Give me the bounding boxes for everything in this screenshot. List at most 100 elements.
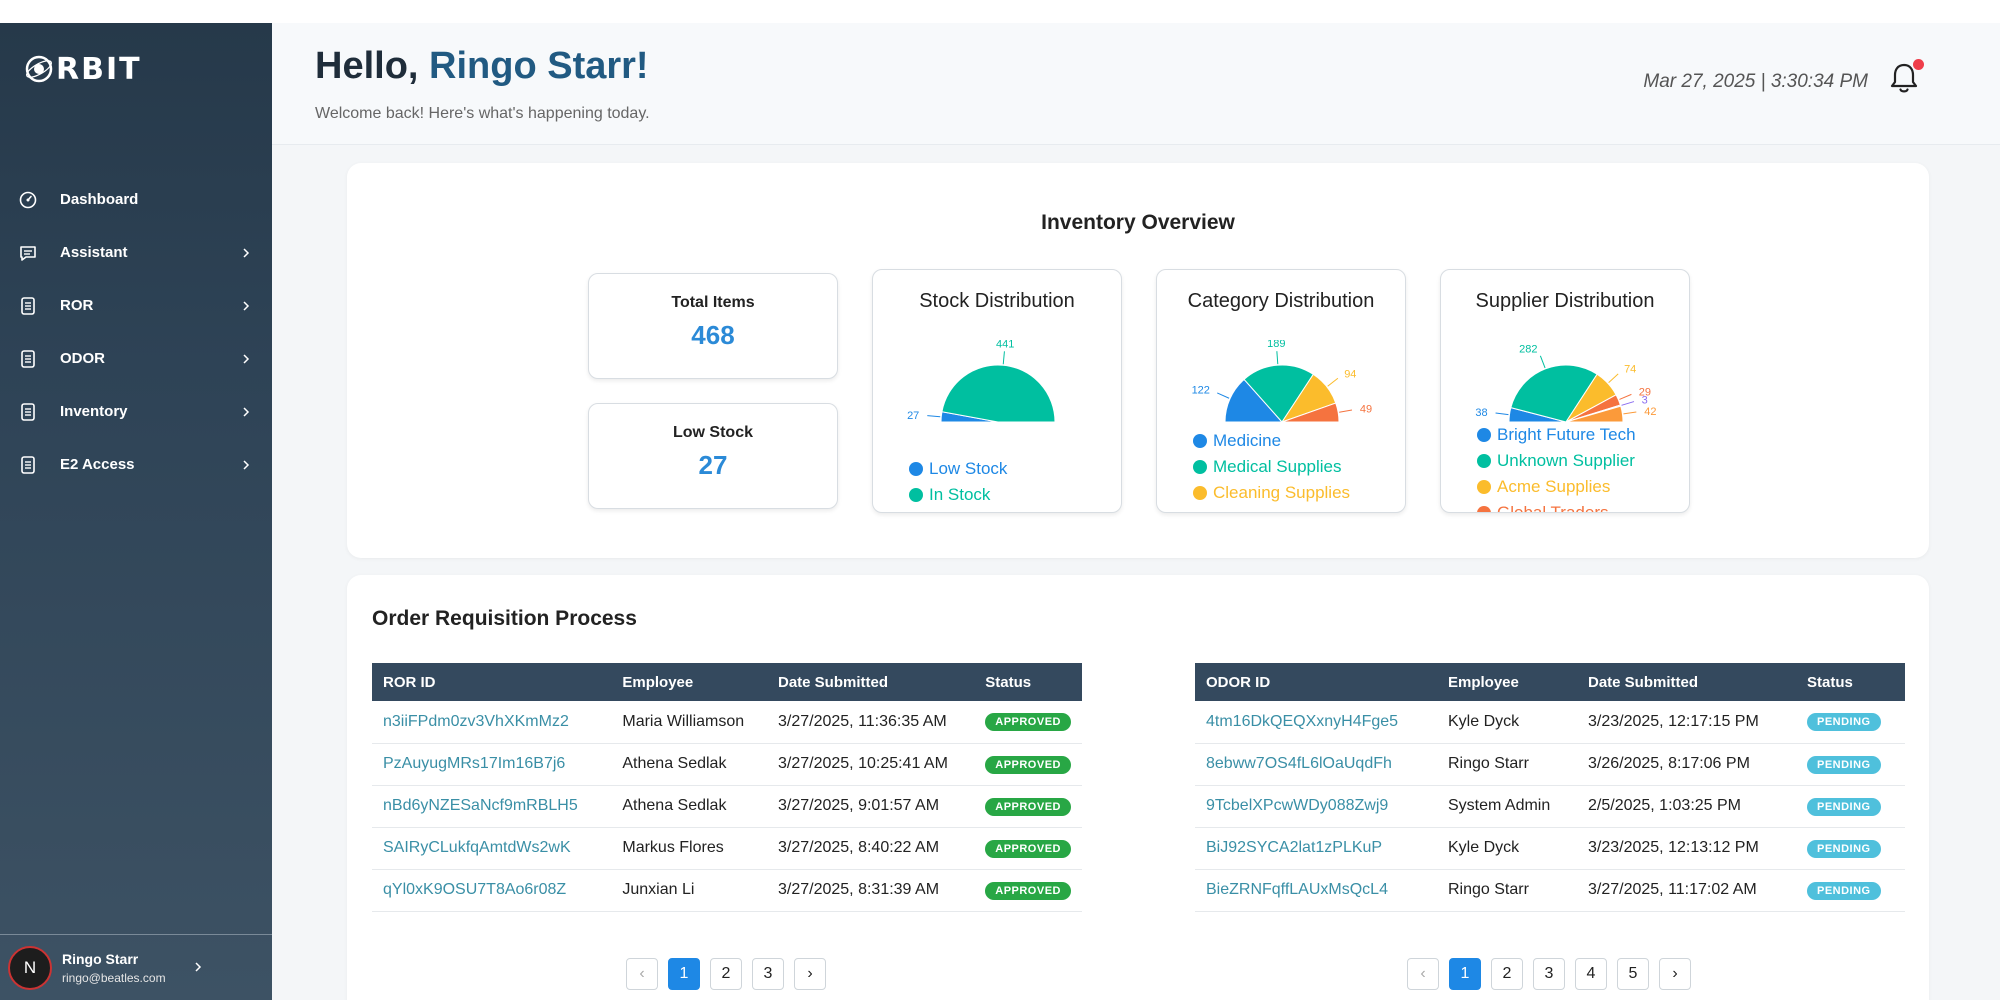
- table-row[interactable]: BiJ92SYCA2lat1zPLKuP Kyle Dyck 3/23/2025, …: [1195, 827, 1905, 870]
- pie-slice[interactable]: [1565, 405, 1624, 423]
- odor-id-link[interactable]: 4tm16DkQEQXxnyH4Fge5: [1195, 701, 1437, 744]
- column-header[interactable]: Date Submitted: [1577, 663, 1796, 701]
- pie-slice[interactable]: [1510, 364, 1598, 423]
- pie-data-label: 441: [996, 340, 1014, 350]
- ror-id-link[interactable]: qYl0xK9OSU7T8Ao6r08Z: [372, 869, 612, 912]
- sidebar-nav: Dashboard Assistant ROR ODOR: [0, 173, 272, 491]
- low-stock-value: 27: [698, 450, 728, 480]
- column-header[interactable]: Employee: [1437, 663, 1577, 701]
- table-row[interactable]: nBd6yNZESaNcf9mRBLH5 Athena Sedlak 3/27/20…: [372, 785, 1082, 828]
- orp-title: Order Requisition Process: [372, 607, 637, 630]
- ror-id-link[interactable]: SAIRyCLukfqAmtdWs2wK: [372, 827, 612, 870]
- odor-id-link[interactable]: BieZRNFqffLAUxMsQcL4: [1195, 869, 1437, 912]
- table-row[interactable]: 4tm16DkQEQXxnyH4Fge5 Kyle Dyck 3/23/2025, …: [1195, 701, 1905, 744]
- sidebar-item-dashboard[interactable]: Dashboard: [0, 173, 272, 226]
- prev-page-button[interactable]: ‹: [626, 958, 658, 990]
- status-badge: APPROVED: [985, 797, 1071, 816]
- status-badge: APPROVED: [985, 755, 1071, 774]
- sidebar-item-inventory[interactable]: Inventory: [0, 385, 272, 438]
- legend-dot: [1193, 460, 1207, 474]
- legend-item[interactable]: In Stock: [909, 482, 1007, 508]
- employee-cell: Ringo Starr: [1437, 869, 1577, 912]
- legend-dot: [909, 488, 923, 502]
- legend-label: Acme Supplies: [1497, 477, 1611, 496]
- ror-id-link[interactable]: nBd6yNZESaNcf9mRBLH5: [372, 785, 612, 828]
- notifications-button[interactable]: [1888, 59, 1924, 97]
- page-button[interactable]: 1: [1449, 958, 1481, 990]
- legend-item[interactable]: Global Traders: [1477, 500, 1636, 512]
- employee-cell: Ringo Starr: [1437, 743, 1577, 786]
- document-icon: [18, 402, 38, 422]
- avatar: N: [8, 945, 52, 990]
- odor-id-link[interactable]: 9TcbelXPcwWDy088Zwj9: [1195, 785, 1437, 828]
- user-profile[interactable]: N Ringo Starr ringo@beatles.com: [0, 934, 272, 1000]
- table-row[interactable]: qYl0xK9OSU7T8Ao6r08Z Junxian Li 3/27/2025,…: [372, 869, 1082, 912]
- page-button[interactable]: 5: [1617, 958, 1649, 990]
- date-cell: 3/27/2025, 9:01:57 AM: [767, 785, 975, 828]
- page-subtitle: Welcome back! Here's what's happening to…: [315, 105, 650, 122]
- column-header[interactable]: Status: [974, 663, 1082, 701]
- employee-cell: Kyle Dyck: [1437, 701, 1577, 744]
- prev-page-button[interactable]: ‹: [1407, 958, 1439, 990]
- table-row[interactable]: 8ebww7OS4fL6lOaUqdFh Ringo Starr 3/26/2025…: [1195, 743, 1905, 786]
- document-icon: [18, 296, 38, 316]
- table-header-row: ROR ID Employee Date Submitted Status: [372, 663, 1082, 701]
- current-datetime: Mar 27, 2025 | 3:30:34 PM: [1643, 71, 1868, 92]
- category-distribution-chart: Category Distribution 122 189 94 49 Medicin…: [1156, 269, 1406, 513]
- ror-id-link[interactable]: n3iiFPdm0zv3VhXKmMz2: [372, 701, 612, 744]
- pie-slice[interactable]: [1281, 402, 1340, 423]
- table-row[interactable]: BieZRNFqffLAUxMsQcL4 Ringo Starr 3/27/2025…: [1195, 869, 1905, 912]
- status-cell: APPROVED: [974, 869, 1082, 912]
- legend-item[interactable]: Low Stock: [909, 456, 1007, 482]
- logo-text: RBIT: [56, 51, 142, 87]
- status-badge: PENDING: [1807, 713, 1881, 732]
- chart-title: Stock Distribution: [919, 290, 1075, 312]
- pie-data-label: 122: [1192, 385, 1210, 397]
- column-header[interactable]: Date Submitted: [767, 663, 975, 701]
- sidebar: RBIT Dashboard Assistant ROR: [0, 23, 272, 1000]
- status-cell: PENDING: [1796, 869, 1905, 912]
- date-cell: 3/26/2025, 8:17:06 PM: [1577, 743, 1796, 786]
- table-row[interactable]: 9TcbelXPcwWDy088Zwj9 System Admin 2/5/2025…: [1195, 785, 1905, 828]
- column-header[interactable]: Status: [1796, 663, 1905, 701]
- page-button[interactable]: 2: [1491, 958, 1523, 990]
- sidebar-item-e2-access[interactable]: E2 Access: [0, 438, 272, 491]
- page-button[interactable]: 3: [1533, 958, 1565, 990]
- chevron-right-icon[interactable]: [192, 961, 204, 973]
- greeting-user-name: Ringo Starr!: [429, 45, 649, 87]
- page-button[interactable]: 3: [752, 958, 784, 990]
- pie-slice[interactable]: [1243, 364, 1314, 423]
- legend-item[interactable]: Acme Supplies: [1477, 474, 1636, 500]
- orbit-logo[interactable]: RBIT: [24, 51, 142, 87]
- sidebar-item-assistant[interactable]: Assistant: [0, 226, 272, 279]
- page-button[interactable]: 2: [710, 958, 742, 990]
- chart-title: Supplier Distribution: [1475, 290, 1655, 312]
- total-items-value: 468: [691, 320, 735, 350]
- legend-item[interactable]: Unknown Supplier: [1477, 448, 1636, 474]
- pie-leader-line: [1623, 411, 1637, 415]
- date-cell: 3/27/2025, 11:17:02 AM: [1577, 869, 1796, 912]
- table-row[interactable]: SAIRyCLukfqAmtdWs2wK Markus Flores 3/27/20…: [372, 827, 1082, 870]
- sidebar-item-odor[interactable]: ODOR: [0, 332, 272, 385]
- legend-item[interactable]: Medical Supplies: [1193, 454, 1350, 480]
- next-page-button[interactable]: ›: [794, 958, 826, 990]
- legend-item[interactable]: Bright Future Tech: [1477, 422, 1636, 448]
- column-header[interactable]: ODOR ID: [1195, 663, 1437, 701]
- odor-id-link[interactable]: BiJ92SYCA2lat1zPLKuP: [1195, 827, 1437, 870]
- next-page-button[interactable]: ›: [1659, 958, 1691, 990]
- table-row[interactable]: n3iiFPdm0zv3VhXKmMz2 Maria Williamson 3/27…: [372, 701, 1082, 744]
- page-button[interactable]: 1: [668, 958, 700, 990]
- notification-dot: [1913, 59, 1924, 70]
- page-button[interactable]: 4: [1575, 958, 1607, 990]
- pie-slice[interactable]: [941, 364, 1056, 423]
- column-header[interactable]: Employee: [611, 663, 767, 701]
- ror-id-link[interactable]: PzAuyugMRs17Im16B7j6: [372, 743, 612, 786]
- legend-item[interactable]: Medicine: [1193, 428, 1350, 454]
- legend-item[interactable]: Cleaning Supplies: [1193, 480, 1350, 506]
- odor-id-link[interactable]: 8ebww7OS4fL6lOaUqdFh: [1195, 743, 1437, 786]
- status-badge: APPROVED: [985, 881, 1071, 900]
- column-header[interactable]: ROR ID: [372, 663, 612, 701]
- table-row[interactable]: PzAuyugMRs17Im16B7j6 Athena Sedlak 3/27/20…: [372, 743, 1082, 786]
- sidebar-item-ror[interactable]: ROR: [0, 279, 272, 332]
- legend-label: Bright Future Tech: [1497, 425, 1636, 444]
